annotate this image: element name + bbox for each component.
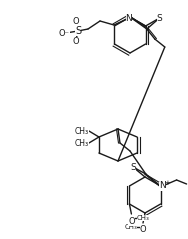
Text: CH₃: CH₃ xyxy=(75,126,89,136)
Text: O: O xyxy=(128,217,135,226)
Text: N: N xyxy=(126,13,132,22)
Text: O: O xyxy=(140,226,146,234)
Text: CH₃: CH₃ xyxy=(137,215,150,221)
Text: O: O xyxy=(73,37,79,45)
Text: N: N xyxy=(159,181,166,190)
Text: +: + xyxy=(164,180,171,186)
Text: S: S xyxy=(75,26,81,36)
Text: CH₃: CH₃ xyxy=(125,224,137,230)
Text: O⁻: O⁻ xyxy=(58,28,70,38)
Text: CH₃: CH₃ xyxy=(75,138,89,147)
Text: O: O xyxy=(73,16,79,26)
Text: S: S xyxy=(157,13,162,22)
Text: S: S xyxy=(130,163,136,172)
